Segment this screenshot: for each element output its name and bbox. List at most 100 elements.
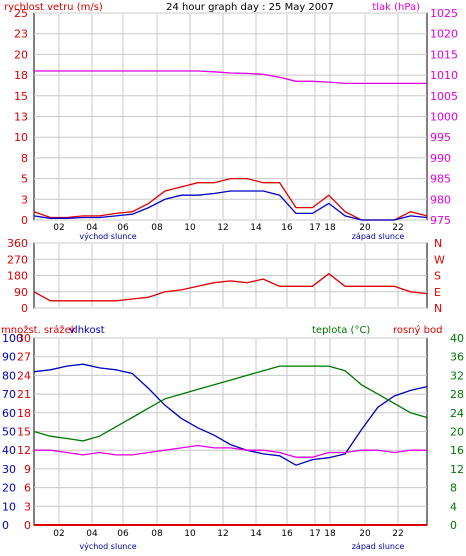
temperature-tick-label: 24 [450, 407, 464, 420]
rain-tick-label: 3 [24, 500, 31, 513]
pressure-tick-label: 1020 [430, 28, 458, 41]
wind-speed-tick-label: 0 [21, 214, 28, 227]
pressure-tick-label: 990 [430, 152, 451, 165]
hour-tick-label: 02 [53, 529, 64, 539]
rain-tick-label: 21 [17, 388, 31, 401]
temperature-tick-label: 20 [450, 426, 464, 439]
hour-tick-label: 12 [217, 223, 228, 233]
humidity-tick-label: 40 [2, 444, 16, 457]
chart-title: 24 hour graph day : 25 May 2007 [166, 2, 334, 13]
hour-tick-label: 06 [117, 529, 129, 539]
pressure-tick-label: 1010 [430, 69, 458, 82]
rain-tick-label: 30 [17, 332, 31, 345]
humidity-line [33, 363, 428, 466]
sunrise-label-top: východ slunce [79, 232, 136, 241]
dewpoint-line [34, 444, 427, 458]
temperature-tick-label: 4 [450, 500, 457, 513]
hour-tick-label: 14 [250, 529, 262, 539]
wind-speed-tick-label: 25 [14, 7, 28, 20]
humidity-tick-label: 100 [2, 332, 23, 345]
rain-tick-label: 6 [24, 482, 31, 495]
pressure-tick-label: 1000 [430, 111, 458, 124]
direction-tick-label: 90 [14, 286, 28, 299]
hour-tick-label: 04 [86, 223, 98, 233]
hour-tick-label: 18 [324, 223, 336, 233]
wind-direction-line [33, 272, 428, 302]
humidity-tick-label: 70 [2, 388, 16, 401]
humidity-axis-title: vlhkost [69, 325, 105, 336]
wind-speed-tick-label: 18 [14, 69, 28, 82]
temperature-tick-label: 8 [450, 482, 457, 495]
hour-tick-label: 08 [151, 529, 163, 539]
temperature-tick-label: 40 [450, 332, 464, 345]
rain-tick-label: 0 [24, 519, 31, 532]
wind-speed-tick-label: 5 [21, 173, 28, 186]
temperature-tick-label: 0 [450, 519, 457, 532]
humidity-tick-label: 90 [2, 351, 16, 364]
hour-tick-label: 20 [359, 529, 371, 539]
compass-tick-label: N [434, 302, 442, 315]
direction-tick-label: 180 [7, 270, 28, 283]
temperature-tick-label: 36 [450, 351, 464, 364]
hour-tick-label: 12 [217, 529, 228, 539]
temperature-line [33, 365, 428, 442]
pressure-tick-label: 1005 [430, 90, 458, 103]
hour-tick-label: 14 [250, 223, 262, 233]
wind-speed-tick-label: 15 [14, 90, 28, 103]
sunrise-label-bottom: východ slunce [79, 542, 136, 551]
pressure-tick-label: 975 [430, 214, 451, 227]
direction-tick-label: 360 [7, 237, 28, 250]
pressure-tick-label: 1025 [430, 7, 458, 20]
direction-tick-label: 270 [7, 253, 28, 266]
humidity-tick-label: 60 [2, 407, 16, 420]
hour-tick-label: 08 [151, 223, 163, 233]
wind-speed-tick-label: 10 [14, 131, 28, 144]
humidity-tick-label: 20 [2, 482, 16, 495]
sunset-label-bottom: západ slunce [352, 542, 405, 551]
wind-speed-axis-title: rychlost vetru (m/s) [4, 2, 103, 13]
hour-tick-label: 18 [324, 529, 336, 539]
wind-speed-tick-label: 23 [14, 28, 28, 41]
rain-tick-label: 27 [17, 351, 31, 364]
pressure-tick-label: 985 [430, 173, 451, 186]
hour-tick-label: 04 [86, 529, 98, 539]
pressure-tick-label: 980 [430, 193, 451, 206]
sunset-label-top: západ slunce [352, 232, 405, 241]
pressure-line [34, 70, 427, 85]
temperature-tick-label: 12 [450, 463, 464, 476]
direction-tick-label: 0 [21, 302, 28, 315]
pressure-axis-title: tlak (hPa) [372, 2, 420, 13]
humidity-tick-label: 10 [2, 500, 16, 513]
rain-tick-label: 24 [17, 369, 31, 382]
rain-tick-label: 18 [17, 407, 31, 420]
wind-speed-tick-label: 20 [14, 48, 28, 61]
temperature-tick-label: 16 [450, 444, 464, 457]
hour-tick-label: 06 [117, 223, 129, 233]
compass-tick-label: E [434, 286, 441, 299]
hour-tick-label: 02 [53, 223, 64, 233]
rain-axis-title: množst. srážek [1, 324, 77, 336]
temperature-tick-label: 28 [450, 388, 464, 401]
hour-tick-label: 20 [359, 223, 371, 233]
pressure-tick-label: 995 [430, 131, 451, 144]
rain-tick-label: 9 [24, 463, 31, 476]
hour-tick-label: 17 [309, 223, 320, 233]
wind-speed-tick-label: 3 [21, 193, 28, 206]
humidity-tick-label: 0 [2, 519, 9, 532]
rain-tick-label: 15 [17, 426, 31, 439]
humidity-tick-label: 50 [2, 426, 16, 439]
dewpoint-axis-title: rosný bod [393, 324, 442, 336]
hour-tick-label: 10 [184, 529, 196, 539]
hour-tick-label: 16 [281, 223, 293, 233]
wind-speed-tick-label: 13 [14, 111, 28, 124]
hour-tick-label: 16 [281, 529, 293, 539]
hour-tick-label: 22 [392, 529, 403, 539]
rain-tick-label: 12 [17, 444, 31, 457]
compass-tick-label: N [434, 237, 442, 250]
compass-tick-label: S [434, 270, 441, 283]
temperature-axis-title: teplota (°C) [312, 325, 370, 336]
hour-tick-label: 10 [184, 223, 196, 233]
hour-tick-label: 17 [309, 529, 320, 539]
